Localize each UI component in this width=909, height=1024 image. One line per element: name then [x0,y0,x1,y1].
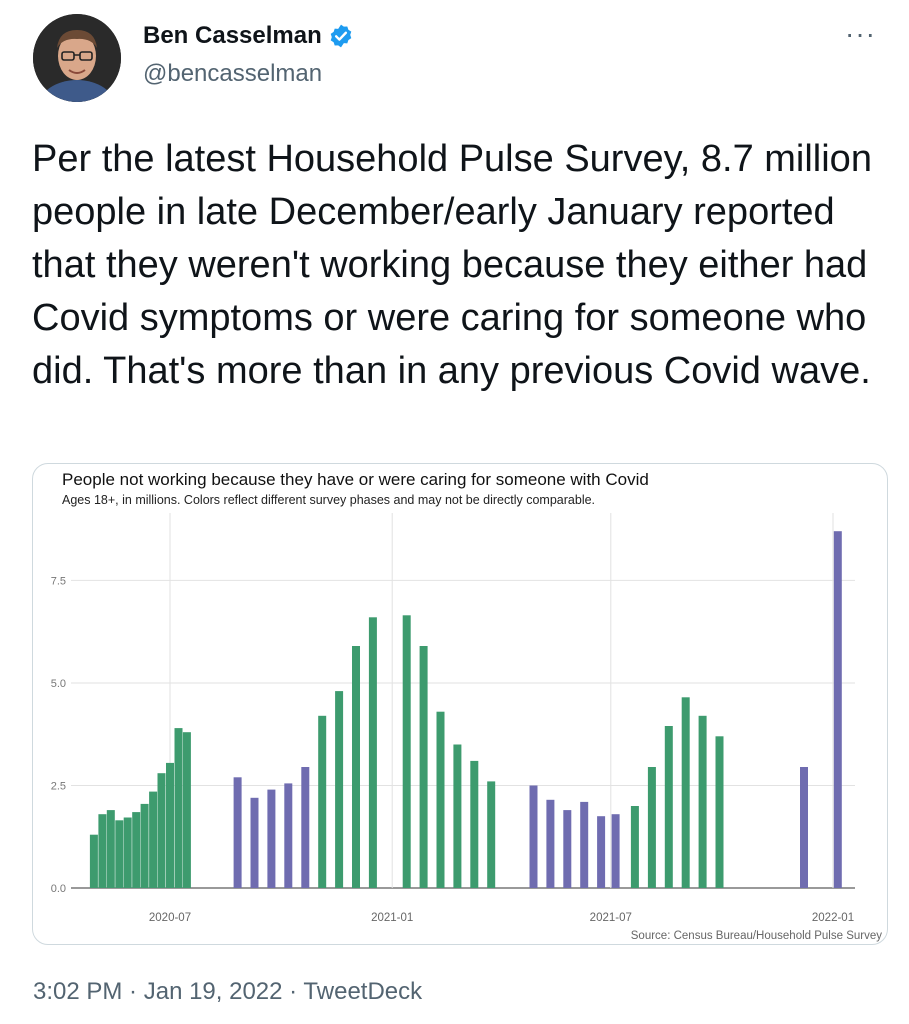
chart-bar [174,728,183,888]
chart-bar [318,715,327,888]
x-tick-label: 2020-07 [149,912,191,924]
tweet-source[interactable]: TweetDeck [303,978,423,1005]
chart-bar [630,806,639,888]
meta-separator: · [122,978,144,1005]
y-tick-label: 5.0 [51,678,66,690]
verified-badge-icon [330,24,352,48]
chart-bar [233,777,242,888]
chart-bar [301,767,310,888]
chart-bar [453,744,462,888]
chart-bar [250,797,259,888]
author-handle[interactable]: @bencasselman [143,60,323,87]
chart-bar [352,646,360,888]
chart-bar [681,697,690,888]
chart-bar [157,773,166,888]
meta-separator: · [282,978,304,1005]
chart-source: Source: Census Bureau/Household Pulse Su… [631,930,882,942]
chart-subtitle: Ages 18+, in millions. Colors reflect di… [62,493,595,507]
chart-bar [106,810,115,888]
y-tick-label: 7.5 [51,575,66,587]
chart-bar [487,781,496,888]
chart-bar [470,760,479,888]
chart-bar [563,810,572,888]
chart-bar [140,803,149,888]
chart-title: People not working because they have or … [62,470,649,489]
chart-bars [89,531,842,888]
chart-bar [597,816,606,888]
chart-bar [267,789,276,888]
chart-bar [98,814,107,888]
tweet-time[interactable]: 3:02 PM [33,978,123,1005]
chart-bar [166,762,174,888]
chart-bar [335,691,344,888]
chart-axes: 0.0 2.5 5.0 7.5 2020-07 2021-01 2021-07 2022-01 [51,575,854,924]
tweet-date[interactable]: Jan 19, 2022 [143,978,283,1005]
tweet-text: Per the latest Household Pulse Survey, 8… [32,138,872,392]
chart-bar [647,767,656,888]
x-tick-label: 2021-07 [590,912,632,924]
chart-bar [698,715,707,888]
x-tick-label: 2021-01 [371,912,413,924]
chart-grid [71,513,855,889]
chart-bar [115,820,124,888]
chart-bar [149,791,158,888]
chart: People not working because they have or … [51,470,883,942]
chart-bar [800,767,808,888]
avatar[interactable] [33,14,121,102]
chart-bar [419,646,428,888]
chart-bar [715,736,724,888]
chart-bar [89,834,98,888]
chart-bar [833,531,842,888]
avatar-photo [33,14,121,102]
chart-bar [123,817,132,888]
tweet-meta: 3:02 PM · Jan 19, 2022 · TweetDeck [33,978,422,1006]
y-tick-label: 2.5 [51,780,66,792]
chart-bar [402,615,411,888]
more-options-icon[interactable]: ··· [845,18,876,49]
chart-card[interactable]: People not working because they have or … [32,463,888,945]
chart-bar [546,799,555,888]
chart-bar [580,801,589,888]
chart-bar [529,785,538,888]
author-name[interactable]: Ben Casselman [143,22,354,50]
chart-bar [436,711,445,888]
chart-bar [284,783,293,888]
chart-bar [368,617,377,888]
chart-bar [664,726,673,888]
x-tick-label: 2022-01 [812,912,854,924]
author-name-text: Ben Casselman [143,22,322,49]
chart-bar [182,732,191,888]
y-tick-label: 0.0 [51,883,66,895]
chart-bar [132,812,141,888]
chart-bar [611,814,620,888]
